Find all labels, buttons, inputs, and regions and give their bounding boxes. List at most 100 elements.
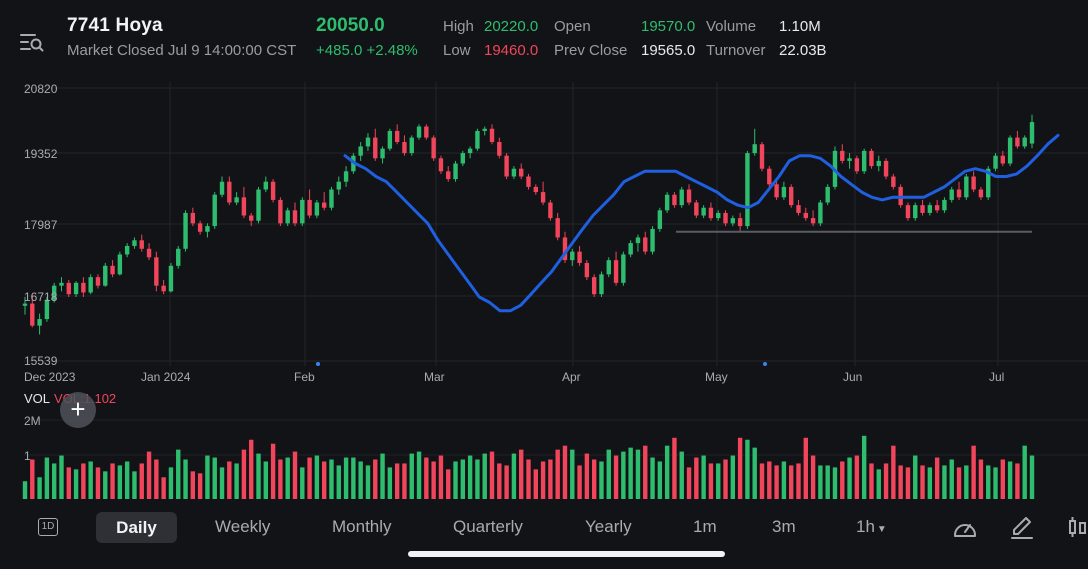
prev-close-label: Prev Close: [554, 42, 628, 59]
candle-body: [599, 274, 604, 295]
last-price: 20050.0: [316, 15, 385, 36]
candle-body: [446, 171, 451, 180]
candle-body: [161, 285, 166, 292]
y-tick-label: 15539: [24, 354, 58, 368]
candle-body: [270, 181, 276, 200]
volume-bar: [154, 459, 159, 499]
volume-bar: [730, 455, 736, 499]
volume-bar: [971, 445, 976, 499]
volume-bar: [891, 445, 896, 499]
candle-body: [424, 126, 429, 138]
candle-body: [584, 262, 590, 278]
volume-bar: [949, 459, 954, 499]
candle-body: [533, 186, 538, 193]
volume-bar: [168, 467, 174, 499]
tab-yearly[interactable]: Yearly: [585, 517, 632, 536]
volume-bar: [708, 463, 714, 499]
tab-1m[interactable]: 1m: [693, 517, 717, 536]
candle-body: [621, 254, 626, 283]
volume-bar: [73, 469, 79, 499]
volume-bar: [650, 457, 655, 499]
candle-body: [840, 150, 845, 161]
chart-canvas[interactable]: 20820 19352 17987 16718 15539 Dec 2023 J…: [0, 78, 1088, 508]
candle-body: [679, 189, 684, 206]
volume-bar: [475, 459, 480, 499]
volume-bar: [146, 451, 152, 499]
volume-bar: [132, 471, 137, 499]
volume-bar: [416, 451, 422, 499]
tab-1h[interactable]: 1h ▼: [856, 517, 887, 537]
vol-tick-label: 2M: [24, 414, 41, 428]
volume-bar: [176, 449, 181, 499]
volume-bar: [964, 465, 969, 499]
market-status: Market Closed Jul 9 14:00:00 CST: [67, 42, 297, 59]
candle-style-icon[interactable]: [1066, 514, 1088, 540]
volume-bar: [679, 451, 684, 499]
candle-body: [300, 199, 305, 224]
x-tick-label: Mar: [424, 370, 445, 384]
candle-body: [716, 212, 721, 219]
candle-body: [927, 205, 933, 213]
tab-monthly[interactable]: Monthly: [332, 517, 392, 536]
candle-body: [103, 265, 108, 286]
tab-weekly[interactable]: Weekly: [215, 517, 271, 536]
volume-bar: [657, 461, 663, 499]
candle-body: [139, 240, 144, 249]
tab-daily[interactable]: Daily: [96, 512, 177, 543]
volume-bar: [219, 467, 225, 499]
volume-bar: [183, 459, 188, 499]
candle-body: [570, 251, 575, 261]
candle-body: [176, 248, 181, 266]
volume-bar: [635, 449, 641, 499]
candle-body: [635, 237, 641, 244]
volume-bar: [854, 455, 860, 499]
volume-bar: [628, 447, 633, 499]
volume-bar: [613, 455, 619, 499]
volume-bar: [51, 463, 57, 499]
volume-bar: [956, 467, 962, 499]
x-tick-label: Jan 2024: [141, 370, 191, 384]
volume-bar: [314, 455, 320, 499]
volume-bar: [380, 453, 385, 499]
volume-bar: [365, 465, 371, 499]
gauge-icon[interactable]: [952, 516, 978, 540]
candle-body: [453, 163, 458, 180]
menu-search-icon[interactable]: [20, 32, 44, 52]
draw-pencil-icon[interactable]: [1010, 514, 1034, 540]
event-marker-dot: [316, 362, 320, 366]
volume-bar: [737, 437, 743, 499]
volume-bar: [139, 463, 144, 499]
y-tick-label: 17987: [24, 218, 58, 232]
candle-body: [73, 282, 79, 295]
moving-average-line: [343, 133, 1060, 313]
volume-bar: [110, 463, 115, 499]
volume-bar: [234, 463, 239, 499]
volume-bar: [978, 459, 984, 499]
candle-body: [781, 186, 787, 198]
candle-body: [110, 265, 115, 275]
candle-body: [672, 194, 677, 206]
candlestick-chart[interactable]: 20820 19352 17987 16718 15539 Dec 2023 J…: [0, 78, 1088, 508]
candle-body: [759, 144, 765, 169]
add-indicator-button[interactable]: +: [60, 392, 96, 428]
intraday-1d-button[interactable]: 1D: [38, 518, 58, 536]
tab-quarterly[interactable]: Quarterly: [453, 517, 523, 536]
volume-bar: [577, 465, 582, 499]
volume-bar: [840, 461, 845, 499]
y-tick-label: 19352: [24, 147, 58, 161]
volume-bar: [307, 457, 312, 499]
candle-body: [81, 282, 86, 293]
volume-bar: [832, 467, 838, 499]
volume-bar: [292, 451, 298, 499]
volume-bar: [95, 467, 101, 499]
candle-body: [774, 184, 779, 198]
x-tick-label: Jul: [989, 370, 1004, 384]
volume-bar: [591, 459, 597, 499]
candle-body: [336, 181, 341, 190]
candle-body: [88, 277, 93, 293]
volume-value: 1.10M: [779, 18, 821, 35]
volume-bar: [810, 455, 816, 499]
tab-3m[interactable]: 3m: [772, 517, 796, 536]
candle-body: [314, 202, 320, 216]
stock-title: 7741 Hoya: [67, 15, 163, 36]
